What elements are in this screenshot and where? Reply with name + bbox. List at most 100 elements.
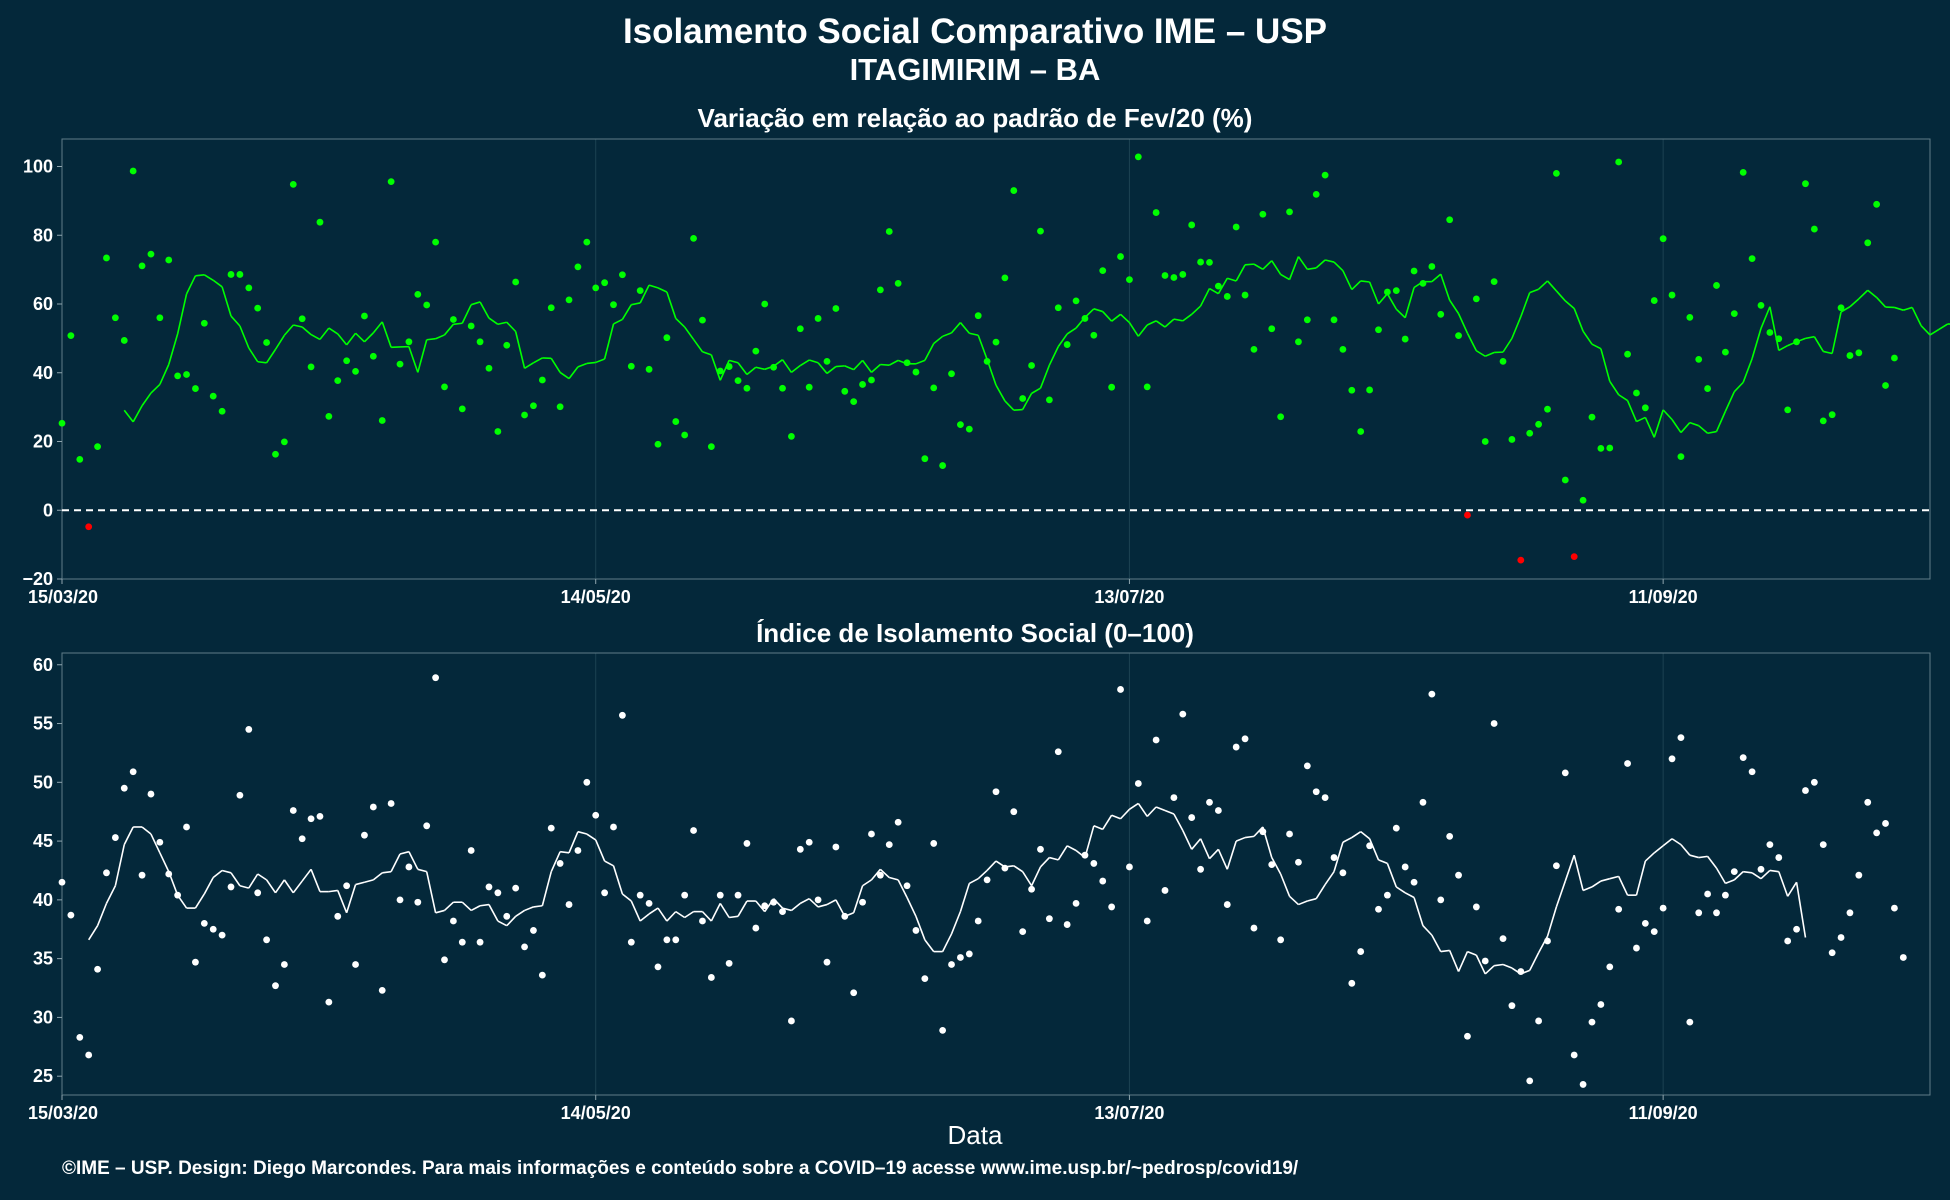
data-point xyxy=(654,963,662,971)
data-point xyxy=(636,891,644,899)
moving-average-segment xyxy=(1377,293,1388,305)
moving-average-segment xyxy=(924,939,935,953)
moving-average-segment xyxy=(1031,387,1041,395)
moving-average-segment xyxy=(942,332,952,338)
data-point xyxy=(645,365,653,373)
data-point xyxy=(485,364,493,372)
moving-average-segment xyxy=(879,868,890,879)
moving-average-segment xyxy=(283,879,294,894)
moving-average-segment xyxy=(560,850,570,854)
data-point xyxy=(1179,710,1187,718)
data-point xyxy=(672,418,680,425)
data-point xyxy=(449,917,457,925)
moving-average-segment xyxy=(790,364,801,374)
data-point xyxy=(912,927,920,934)
data-point xyxy=(1713,909,1720,917)
data-point xyxy=(1561,476,1569,484)
data-point xyxy=(103,254,110,262)
data-point xyxy=(1090,331,1098,339)
moving-average-segment xyxy=(301,868,312,882)
data-point xyxy=(129,167,137,175)
data-point xyxy=(343,882,351,890)
data-point xyxy=(1179,271,1187,278)
moving-average-segment xyxy=(1368,281,1380,305)
plot-panel-variation: −20 0 20 40 60 80 100 15/03/20 14/05/20 13/07/20 1… xyxy=(22,138,1950,607)
data-point xyxy=(325,413,333,420)
data-point xyxy=(619,711,626,719)
moving-average-segment xyxy=(1805,335,1815,340)
data-point xyxy=(1455,332,1462,340)
moving-average-segment xyxy=(639,284,650,304)
data-point xyxy=(1286,830,1293,838)
moving-average-segment xyxy=(1226,840,1237,870)
moving-average-segment xyxy=(1173,813,1184,831)
moving-average-segment xyxy=(1271,857,1282,875)
data-point xyxy=(948,961,955,968)
data-point xyxy=(200,319,208,327)
data-point xyxy=(992,788,1000,796)
moving-average-segment xyxy=(1475,350,1486,357)
data-point xyxy=(690,234,697,242)
data-point xyxy=(1882,382,1889,389)
moving-average-segment xyxy=(1626,400,1638,422)
data-point xyxy=(583,238,591,246)
moving-average-segment xyxy=(906,897,917,917)
data-point xyxy=(894,818,902,826)
moving-average-segment xyxy=(657,907,668,922)
moving-average-segment xyxy=(167,333,179,365)
moving-average-segment xyxy=(1546,280,1557,292)
moving-average-segment xyxy=(239,325,250,349)
moving-average-segment xyxy=(1422,925,1433,936)
data-point xyxy=(859,898,866,906)
moving-average-segment xyxy=(1039,364,1051,389)
moving-average-segment xyxy=(470,301,481,306)
data-point xyxy=(1472,903,1480,911)
moving-average-segment xyxy=(621,893,632,902)
moving-average-segment xyxy=(1351,280,1362,291)
data-point xyxy=(192,385,199,392)
data-point xyxy=(1846,352,1854,359)
data-point xyxy=(530,927,537,934)
data-point xyxy=(1241,735,1249,743)
moving-average-segment xyxy=(1288,256,1300,280)
data-point xyxy=(120,784,128,792)
data-point xyxy=(1401,335,1409,343)
data-point xyxy=(1410,878,1418,886)
data-point xyxy=(1828,949,1836,957)
moving-average-segment xyxy=(506,321,517,333)
moving-average-segment xyxy=(1698,425,1709,434)
moving-average-segment xyxy=(159,364,170,385)
data-point xyxy=(1206,798,1213,806)
y-tick-label: −20 xyxy=(22,569,53,589)
data-point xyxy=(983,358,991,365)
moving-average-segment xyxy=(1591,880,1602,888)
moving-average-segment xyxy=(702,351,712,356)
moving-average-segment xyxy=(1564,854,1575,882)
y-tick-label: 60 xyxy=(33,655,53,675)
data-point xyxy=(361,831,368,839)
data-point xyxy=(939,462,947,469)
data-point xyxy=(1001,274,1009,282)
moving-average-segment xyxy=(737,900,748,917)
data-point xyxy=(876,871,884,879)
data-point xyxy=(1223,901,1231,908)
data-point xyxy=(734,891,742,899)
moving-average-segment xyxy=(1057,333,1068,348)
moving-average-segment xyxy=(1066,845,1077,852)
moving-average-segment xyxy=(479,301,490,319)
data-point xyxy=(76,455,84,463)
moving-average-segment xyxy=(1529,288,1539,294)
moving-average-segment xyxy=(230,872,241,887)
moving-average-segment xyxy=(959,322,970,334)
data-point xyxy=(174,891,182,899)
moving-average-segment xyxy=(257,873,268,881)
moving-average-segment xyxy=(123,409,134,423)
moving-average-segment xyxy=(1182,830,1193,850)
moving-average-segment xyxy=(1929,328,1940,336)
moving-average-segment xyxy=(577,830,588,835)
y-tick-label: 80 xyxy=(33,225,53,245)
moving-average-segment xyxy=(488,904,499,922)
data-point xyxy=(485,883,493,891)
data-point xyxy=(770,363,778,371)
data-point xyxy=(619,271,626,279)
